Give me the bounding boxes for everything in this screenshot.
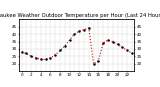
Title: Milwaukee Weather Outdoor Temperature per Hour (Last 24 Hours): Milwaukee Weather Outdoor Temperature pe…: [0, 13, 160, 18]
